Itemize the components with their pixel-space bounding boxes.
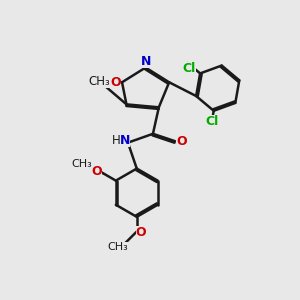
Text: CH₃: CH₃ xyxy=(88,75,110,88)
Text: Cl: Cl xyxy=(183,62,196,75)
Text: CH₃: CH₃ xyxy=(71,159,92,169)
Text: O: O xyxy=(91,165,102,178)
Text: N: N xyxy=(141,55,152,68)
Text: H: H xyxy=(112,134,121,147)
Text: O: O xyxy=(176,135,187,148)
Text: O: O xyxy=(136,226,146,239)
Text: Cl: Cl xyxy=(206,115,219,128)
Text: N: N xyxy=(120,134,130,147)
Text: CH₃: CH₃ xyxy=(107,242,128,252)
Text: O: O xyxy=(110,76,121,89)
